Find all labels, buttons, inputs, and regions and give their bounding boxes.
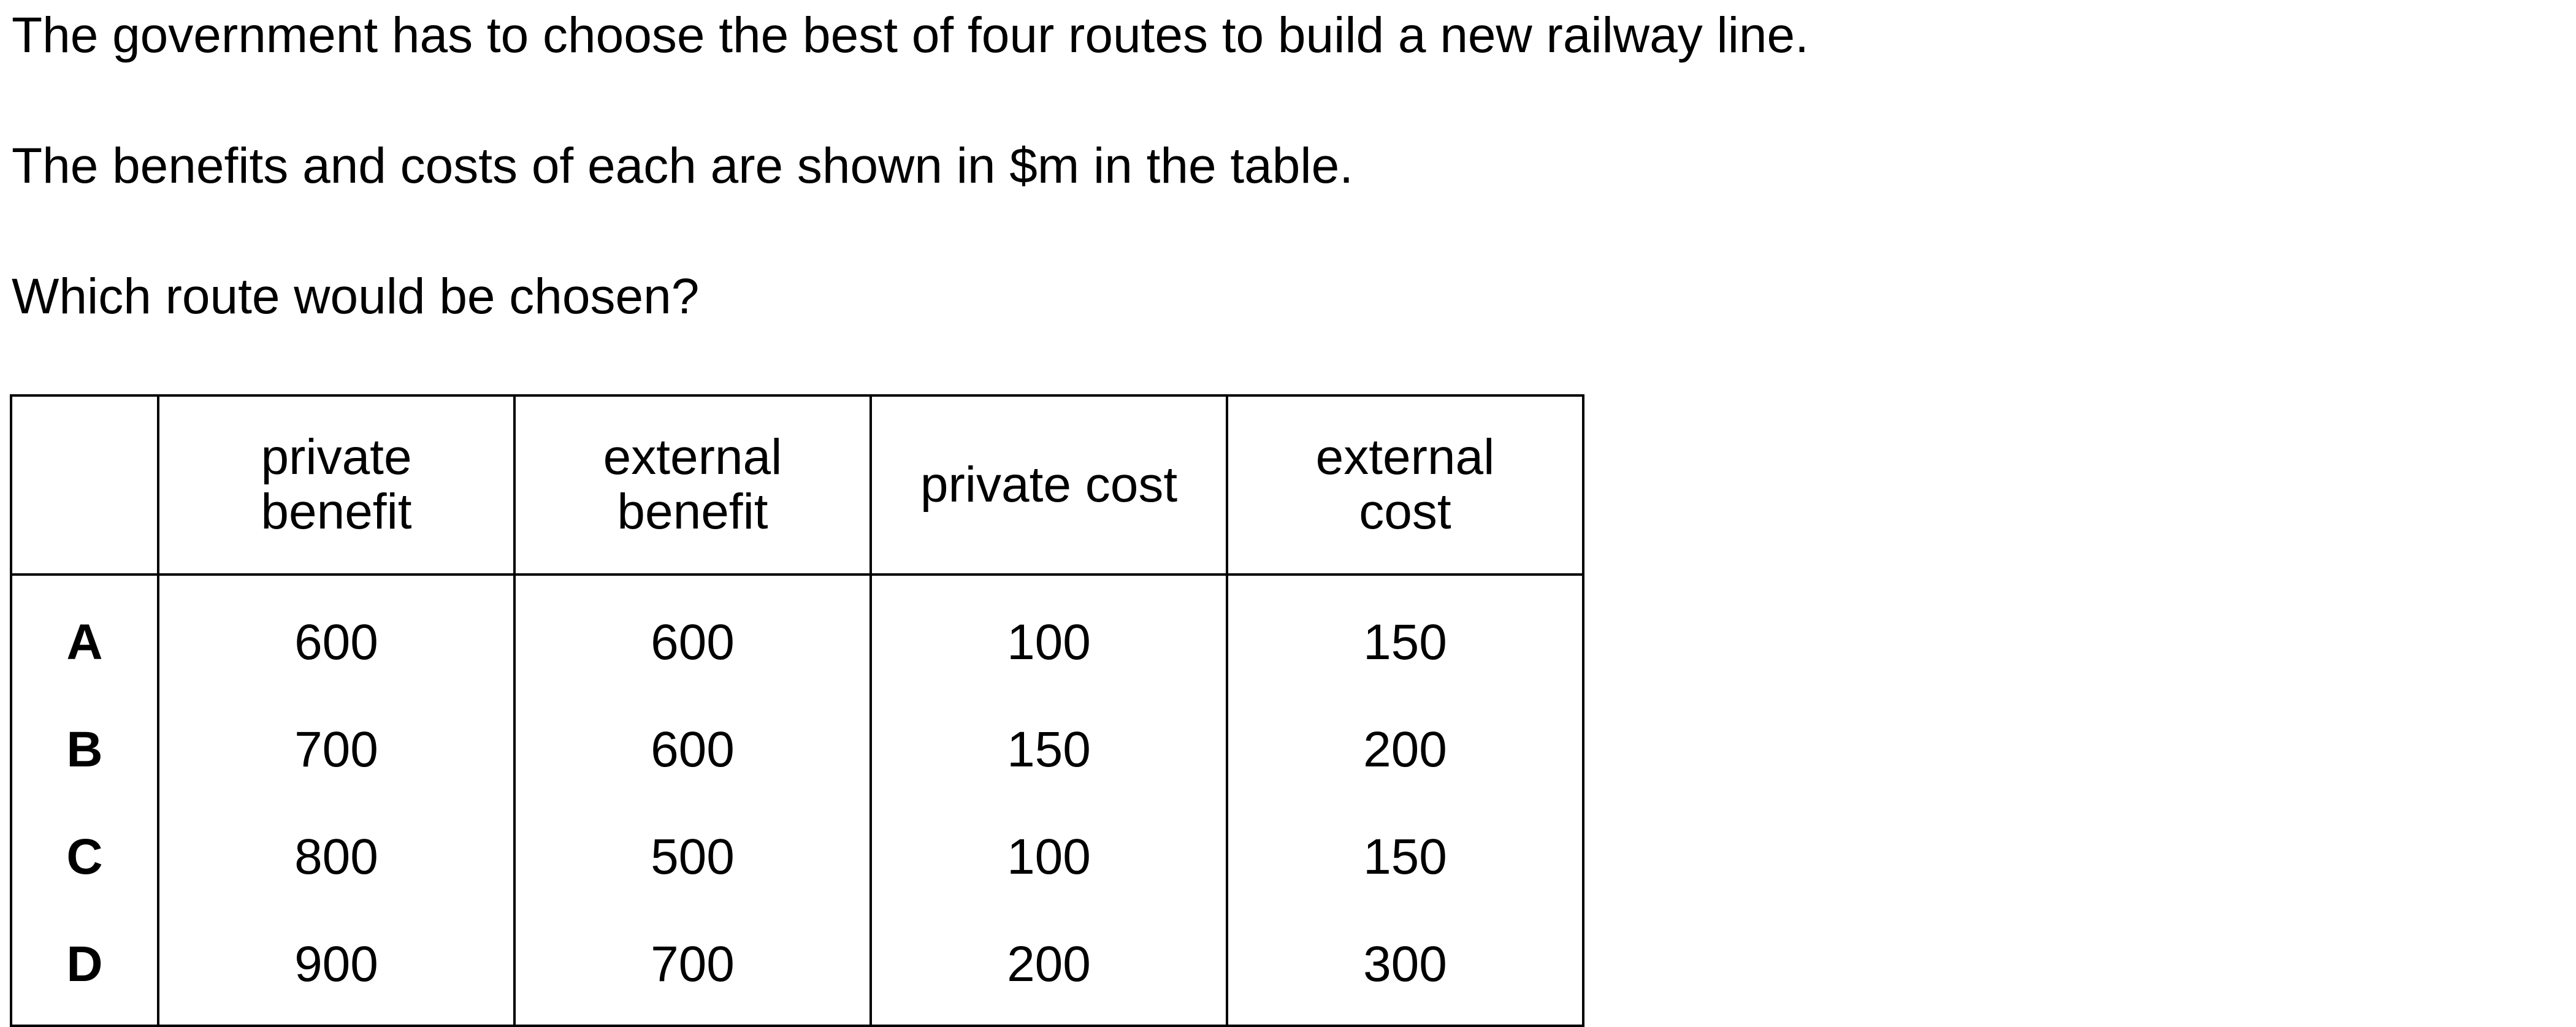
table-row: B 700 600 150 200: [10, 697, 1584, 804]
table-row: C 800 500 100 150: [10, 804, 1584, 911]
external-cost-cell: 150: [1226, 804, 1584, 911]
route-key: D: [10, 911, 159, 1027]
external-benefit-cell: 600: [513, 697, 872, 804]
private-cost-cell: 100: [869, 575, 1228, 697]
header-text: private: [261, 429, 412, 486]
route-key: B: [10, 697, 159, 804]
table-row: D 900 700 200 300: [10, 911, 1584, 1027]
external-cost-cell: 200: [1226, 697, 1584, 804]
question-line-3: Which route would be chosen?: [12, 269, 700, 324]
table-header-row: private benefit external benefit private…: [10, 394, 1584, 576]
header-text: external: [1315, 429, 1495, 486]
header-external-cost: external cost: [1226, 394, 1584, 576]
external-benefit-cell: 500: [513, 804, 872, 911]
private-benefit-cell: 600: [157, 575, 516, 697]
private-cost-cell: 100: [869, 804, 1228, 911]
table-row: A 600 600 100 150: [10, 575, 1584, 697]
header-private-cost: private cost: [869, 394, 1228, 576]
private-benefit-cell: 800: [157, 804, 516, 911]
routes-table: private benefit external benefit private…: [10, 394, 1584, 1027]
external-cost-cell: 150: [1226, 575, 1584, 697]
header-text: external: [603, 429, 782, 486]
header-text: benefit: [261, 484, 412, 540]
route-key: A: [10, 575, 159, 697]
header-text: benefit: [617, 484, 768, 540]
header-text: private cost: [920, 456, 1178, 513]
header-text: cost: [1359, 484, 1451, 540]
private-benefit-cell: 700: [157, 697, 516, 804]
external-benefit-cell: 600: [513, 575, 872, 697]
private-cost-cell: 200: [869, 911, 1228, 1027]
external-benefit-cell: 700: [513, 911, 872, 1027]
private-benefit-cell: 900: [157, 911, 516, 1027]
private-cost-cell: 150: [869, 697, 1228, 804]
external-cost-cell: 300: [1226, 911, 1584, 1027]
header-corner-cell: [10, 394, 159, 576]
header-private-benefit: private benefit: [157, 394, 516, 576]
route-key: C: [10, 804, 159, 911]
header-external-benefit: external benefit: [513, 394, 872, 576]
question-line-1: The government has to choose the best of…: [12, 7, 1809, 63]
question-line-2: The benefits and costs of each are shown…: [12, 138, 1353, 194]
